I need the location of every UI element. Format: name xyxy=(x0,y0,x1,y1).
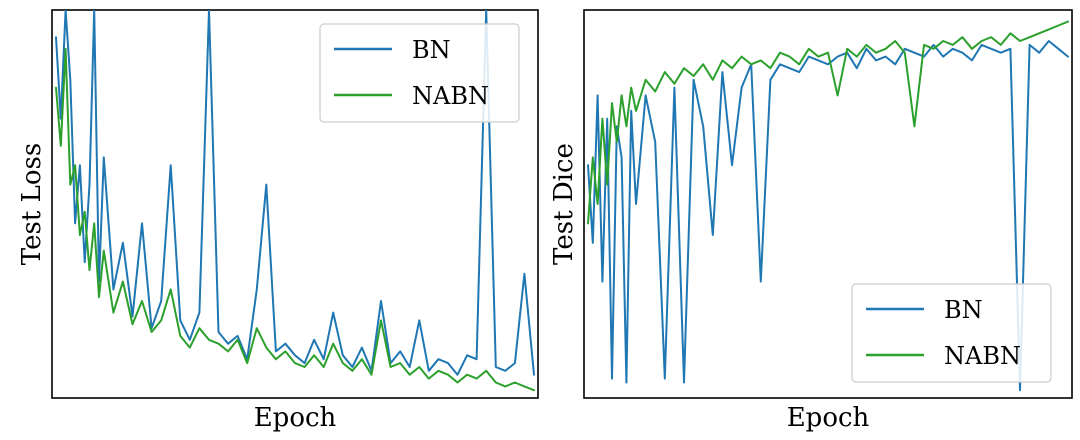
test-loss-x-axis-label: Epoch xyxy=(254,403,337,433)
test-loss-y-axis-label: Test Loss xyxy=(17,143,47,265)
test-dice-series-line-bn xyxy=(587,40,1069,392)
test-loss-legend-label-nabn: NABN xyxy=(412,82,489,110)
test-loss-series-line-nabn xyxy=(55,47,535,392)
test-dice-series-layer xyxy=(587,20,1069,392)
test-dice-y-axis-label: Test Dice xyxy=(549,143,579,265)
test-loss-plot-frame xyxy=(51,9,539,399)
test-loss-chart: Epoch Test Loss BN NABN xyxy=(17,9,539,433)
test-dice-chart: Epoch Test Dice BN NABN xyxy=(549,9,1073,433)
test-loss-series-line-bn xyxy=(55,10,535,376)
test-dice-legend-label-nabn: NABN xyxy=(944,342,1021,370)
test-dice-legend-label-bn: BN xyxy=(944,296,983,324)
test-dice-legend: BN NABN xyxy=(851,283,1052,383)
test-loss-legend: BN NABN xyxy=(319,23,520,123)
test-loss-series-layer xyxy=(55,10,535,392)
test-dice-series-line-nabn xyxy=(587,20,1069,225)
test-loss-legend-label-bn: BN xyxy=(412,36,451,64)
test-dice-x-axis-label: Epoch xyxy=(787,403,870,433)
test-dice-plot-frame xyxy=(583,9,1073,399)
